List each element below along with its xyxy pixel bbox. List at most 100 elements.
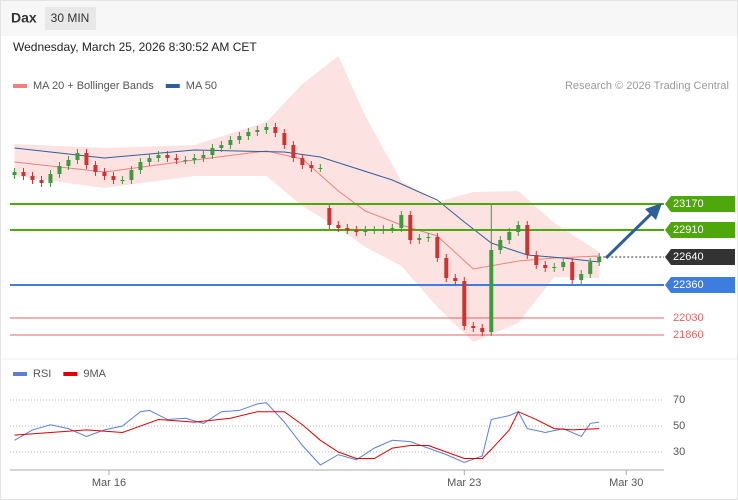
candle-body (516, 225, 521, 232)
legend-swatch (63, 372, 78, 376)
legend-swatch (13, 372, 27, 376)
interval-label[interactable]: 30 MIN (51, 11, 90, 25)
candle-body (597, 257, 602, 262)
candle-body (327, 208, 332, 225)
candle-body (282, 133, 287, 145)
candle-body (471, 326, 476, 328)
candle-body (300, 158, 305, 165)
candle-body (120, 180, 125, 181)
candle-body (201, 155, 206, 158)
forecast-arrow (604, 211, 654, 260)
candle-body (93, 165, 98, 172)
candle-body (48, 174, 53, 183)
candle-body (552, 267, 557, 268)
legend-label: RSI (33, 368, 51, 380)
candle-body (192, 158, 197, 160)
interval-tab[interactable] (45, 7, 96, 30)
candle-body (579, 274, 584, 280)
candle-body (444, 258, 449, 278)
candle-body (408, 215, 413, 240)
candle-body (111, 176, 116, 180)
candle-body (84, 153, 89, 165)
level-label: 22910 (673, 224, 704, 236)
candle-body (138, 162, 143, 170)
candle-body (12, 172, 17, 175)
x-tick-label: Mar 23 (447, 477, 481, 489)
candle-body (75, 153, 80, 160)
legend-swatch (165, 84, 180, 88)
candle-body (543, 265, 548, 268)
candle-body (237, 136, 242, 140)
y-tick-label: 50 (673, 420, 685, 432)
legend-label: 9MA (83, 368, 106, 380)
candle-body (165, 155, 170, 158)
candle-body (291, 145, 296, 158)
legend-label: MA 20 + Bollinger Bands (33, 80, 154, 92)
candle-body (525, 225, 530, 255)
candle-body (273, 127, 278, 133)
candle-body (174, 158, 179, 160)
level-label: 22640 (673, 251, 704, 263)
candle-body (57, 166, 62, 174)
candle-body (156, 155, 161, 158)
candle-body (228, 140, 233, 145)
level-label: 22360 (673, 279, 704, 291)
rsi-panel: 70 50 30 Mar 16 Mar 23 Mar 30 RSI 9MA (10, 368, 685, 489)
candle-body (417, 238, 422, 240)
candle-body (354, 230, 359, 232)
header-bar (1, 1, 737, 36)
candle-body (219, 145, 224, 148)
level-tag (665, 249, 735, 265)
candle-body (435, 237, 440, 258)
instrument-title: Dax (11, 10, 37, 26)
candle-body (39, 180, 44, 183)
candle-body (390, 228, 395, 229)
level-label: 21860 (673, 329, 704, 341)
candle-body (210, 148, 215, 155)
candle-body (507, 232, 512, 240)
forecast-arrowhead (645, 203, 662, 220)
ma-line (14, 147, 600, 263)
y-tick-label: 30 (673, 446, 685, 458)
candle-body (372, 230, 377, 231)
level-tag (665, 196, 735, 212)
candle-body (21, 172, 26, 176)
level-tag (665, 277, 735, 293)
level-tag (665, 222, 735, 238)
candle-body (489, 250, 494, 332)
candle-body (102, 172, 107, 176)
x-tick-label: Mar 16 (92, 477, 126, 489)
candle-body (462, 281, 467, 326)
candle-body (588, 262, 593, 274)
candle-body (183, 160, 188, 161)
x-tick-label: Mar 30 (609, 477, 643, 489)
candle-body (399, 215, 404, 228)
candle-body (336, 225, 341, 228)
candle-body (147, 158, 152, 162)
candle-body (480, 328, 485, 332)
legend-label: MA 50 (186, 80, 217, 92)
candle-body (246, 132, 251, 136)
level-label: 22030 (673, 312, 704, 324)
candle-body (570, 262, 575, 280)
bollinger-band (14, 56, 600, 342)
candle-body (534, 255, 539, 265)
y-tick-label: 70 (673, 394, 685, 406)
candle-body (363, 230, 368, 232)
candle-body (309, 165, 314, 168)
candle-body (255, 130, 260, 132)
candle-body (345, 228, 350, 230)
candle-body (453, 278, 458, 281)
price-panel: 23170 22910 22640 22360 22030 21860 MA 20 + Bo… (10, 56, 735, 342)
rsi-line (14, 411, 600, 460)
candle-body (318, 168, 323, 169)
candle-body (561, 262, 566, 267)
candle-body (66, 160, 71, 166)
candle-body (129, 170, 134, 180)
candle-body (381, 229, 386, 230)
level-label: 23170 (673, 198, 704, 210)
candle-body (30, 176, 35, 180)
date-label: Wednesday, March 25, 2026 8:30:52 AM CET (13, 40, 257, 54)
